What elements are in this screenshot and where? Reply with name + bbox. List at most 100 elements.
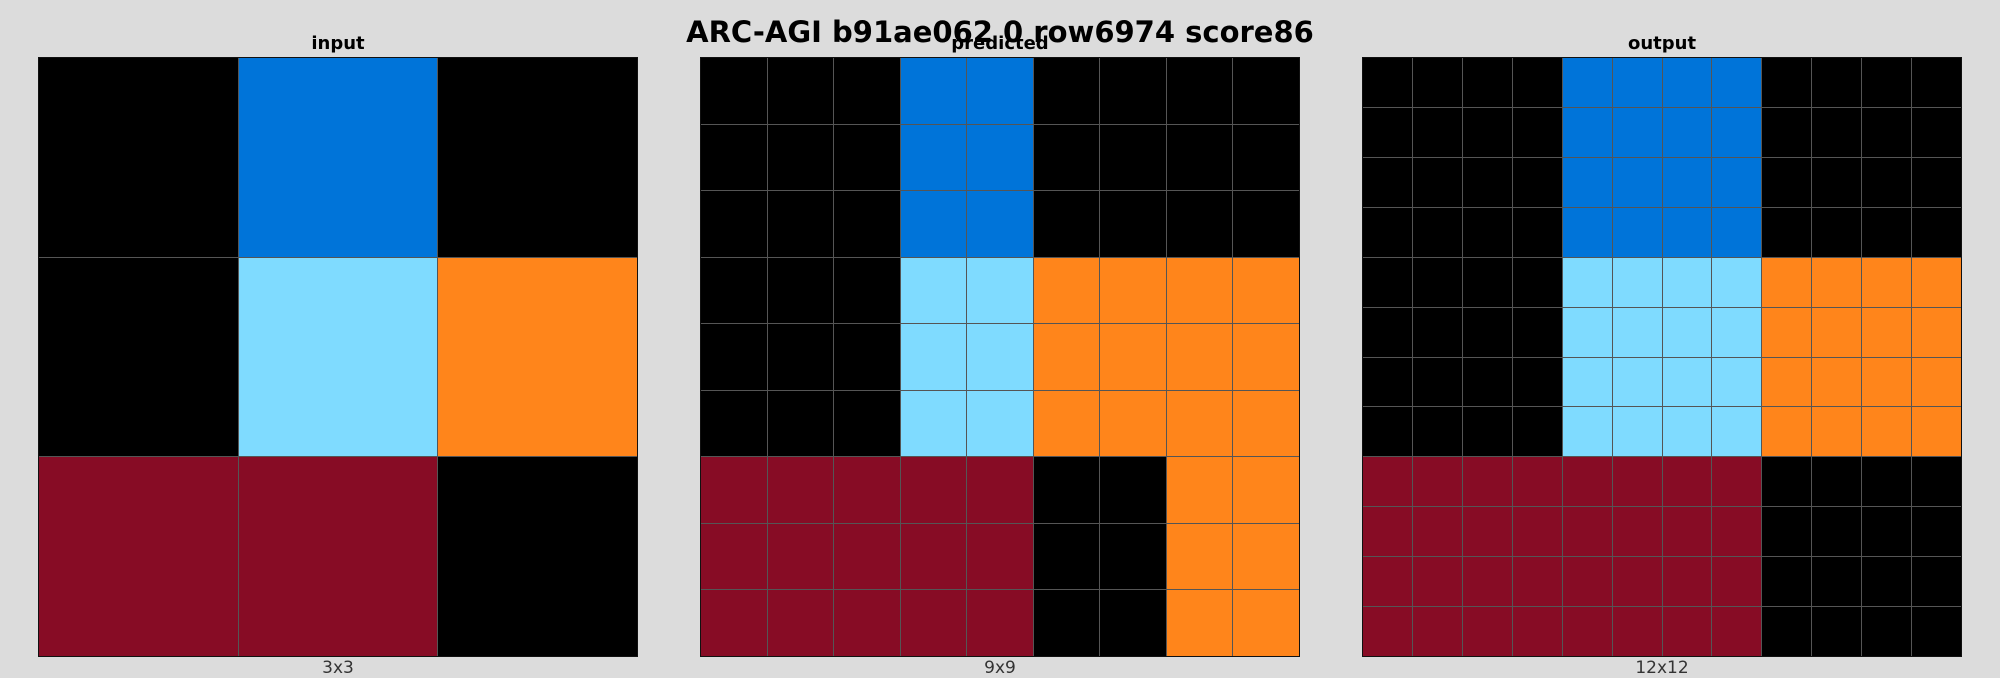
grid-cell [1762,257,1812,307]
grid-cell [1912,58,1961,107]
grid-cell [900,457,967,523]
grid-cell [1912,607,1961,656]
grid-cell [1233,191,1299,257]
output-size-label: 12x12 [1635,658,1689,678]
output-panel-label: output [1627,33,1697,54]
grid-cell [1166,523,1233,590]
grid-cell [1100,191,1166,257]
grid-cell [1712,507,1762,557]
grid-cell [1100,58,1166,124]
grid-cell [39,257,238,457]
grid-cell [1612,357,1662,407]
grid-cell [834,191,900,257]
grid-cell [1912,257,1961,307]
grid-cell [1612,507,1662,557]
grid-cell [1512,607,1562,656]
grid-cell [701,590,767,656]
grid-cell [1712,58,1762,107]
grid-cell [767,457,834,523]
grid-cell [1462,607,1512,656]
grid-cell [1363,457,1412,507]
grid-cell [1862,207,1912,257]
grid-cell [1363,157,1412,207]
grid-cell [834,58,900,124]
grid-cell [767,324,834,390]
grid-cell [1612,607,1662,656]
grid-cell [1166,58,1233,124]
grid-cell [1233,58,1299,124]
grid-cell [1166,590,1233,656]
grid-cell [1412,507,1462,557]
page-title: ARC-AGI b91ae062 0 row6974 score86 [686,15,1314,49]
grid-cell [1612,207,1662,257]
grid-cell [1100,324,1166,390]
grid-cell [900,590,967,656]
grid-cell [1762,407,1812,457]
grid-cell [1412,407,1462,457]
grid-cell [834,523,900,590]
grid-cell [834,257,900,324]
predicted-size-label: 9x9 [984,658,1016,678]
grid-cell [1166,191,1233,257]
grid-cell [1912,457,1961,507]
grid-cell [1363,207,1412,257]
grid-cell [1562,407,1612,457]
grid-cell [1912,407,1961,457]
grid-cell [1462,157,1512,207]
grid-cell [1862,257,1912,307]
grid-cell [1233,523,1299,590]
grid-cell [1033,257,1100,324]
grid-cell [900,191,967,257]
grid-cell [1233,457,1299,523]
grid-cell [1562,607,1612,656]
grid-cell [1412,157,1462,207]
grid-cell [1462,207,1512,257]
grid-cell [834,124,900,191]
grid-cell [1033,124,1100,191]
grid-cell [1662,507,1712,557]
grid-cell [1100,523,1166,590]
grid-cell [1512,457,1562,507]
grid-cell [438,457,637,656]
grid-cell [1712,357,1762,407]
grid-cell [1862,607,1912,656]
grid-cell [1662,557,1712,607]
grid-cell [1612,557,1662,607]
grid-cell [1862,307,1912,357]
grid-cell [1612,107,1662,157]
grid-cell [238,257,438,457]
grid-cell [900,58,967,124]
grid-cell [1862,557,1912,607]
grid-cell [1812,507,1862,557]
grid-cell [1612,58,1662,107]
grid-cell [1412,607,1462,656]
grid-cell [1512,207,1562,257]
grid-cell [1412,307,1462,357]
grid-cell [1762,107,1812,157]
grid-cell [900,523,967,590]
grid-cell [1712,257,1762,307]
grid-cell [1862,357,1912,407]
grid-cell [1812,607,1862,656]
grid-cell [1812,257,1862,307]
grid-cell [1712,457,1762,507]
grid-cell [1233,324,1299,390]
grid-cell [1812,207,1862,257]
grid-cell [1462,457,1512,507]
grid-cell [834,390,900,457]
grid-cell [1033,590,1100,656]
grid-cell [1762,307,1812,357]
grid-cell [1512,157,1562,207]
grid-cell [1033,457,1100,523]
grid-cell [767,124,834,191]
grid-cell [1412,207,1462,257]
grid-cell [1233,390,1299,457]
grid-cell [1612,257,1662,307]
grid-cell [1100,390,1166,457]
grid-cell [967,523,1033,590]
grid-cell [967,58,1033,124]
grid-cell [1712,557,1762,607]
grid-cell [701,58,767,124]
grid-cell [701,390,767,457]
grid-cell [900,257,967,324]
